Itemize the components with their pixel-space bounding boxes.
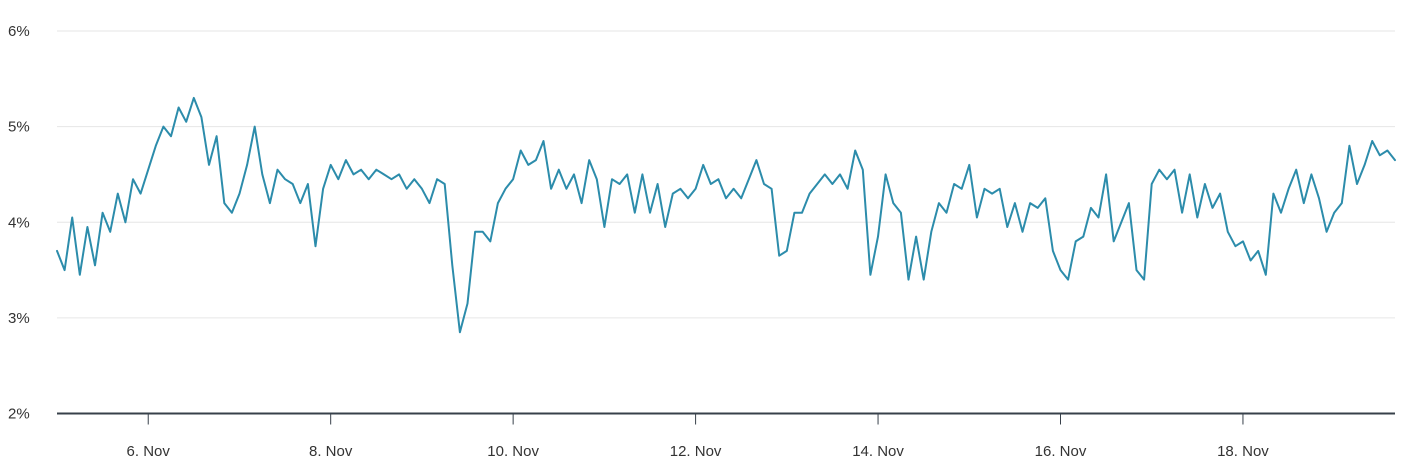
- y-axis-label: 4%: [8, 214, 30, 231]
- y-axis-label: 6%: [8, 23, 30, 40]
- x-axis-label: 16. Nov: [1035, 443, 1087, 460]
- series-line: [56, 96, 1396, 334]
- x-axis-label: 18. Nov: [1217, 443, 1269, 460]
- x-axis-label: 10. Nov: [487, 443, 539, 460]
- x-axis-label: 14. Nov: [852, 443, 904, 460]
- x-axis-label: 12. Nov: [670, 443, 722, 460]
- x-axis-label: 6. Nov: [127, 443, 171, 460]
- y-axis-label: 5%: [8, 119, 30, 136]
- x-axis-label: 8. Nov: [309, 443, 353, 460]
- y-axis-label: 2%: [8, 406, 30, 423]
- y-axis-label: 3%: [8, 310, 30, 327]
